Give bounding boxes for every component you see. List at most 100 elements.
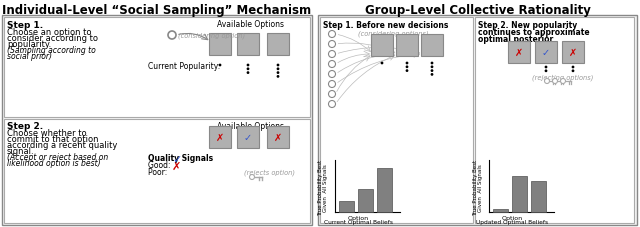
Circle shape [246,72,250,75]
Bar [508,42,530,64]
Bar [320,18,473,223]
Circle shape [328,71,335,78]
Text: ✓: ✓ [172,154,181,164]
Circle shape [250,175,255,180]
Circle shape [381,62,383,65]
Text: ✗: ✗ [172,161,181,171]
Text: continues to approximate: continues to approximate [478,28,589,37]
Text: commit to that option: commit to that option [7,134,99,143]
Text: True Probability Best
Given  All Signals: True Probability Best Given All Signals [472,159,483,215]
Text: signal.: signal. [7,146,35,155]
Text: Available Options: Available Options [217,20,284,29]
Bar [237,126,259,148]
Text: Choose whether to: Choose whether to [7,128,86,137]
Text: ✗: ✗ [274,132,282,142]
Text: Current Popularity:: Current Popularity: [148,62,220,71]
Bar [209,126,231,148]
Bar [535,42,557,64]
Bar [512,176,527,212]
Bar [2,16,312,225]
Circle shape [246,64,250,67]
Text: Step 1. Before new decisions: Step 1. Before new decisions [323,21,449,30]
Circle shape [406,66,408,69]
Circle shape [328,81,335,88]
Circle shape [276,76,280,79]
Text: optimal posterior: optimal posterior [478,35,553,44]
Bar [493,209,508,212]
Circle shape [431,62,433,65]
Circle shape [431,66,433,69]
Circle shape [406,70,408,73]
Text: ✗: ✗ [216,132,224,142]
Circle shape [328,101,335,108]
Text: (Sampling according to: (Sampling according to [7,46,96,55]
Bar [421,35,443,57]
Text: Current Optimal Beliefs: Current Optimal Beliefs [323,219,392,224]
Bar [531,181,546,212]
Circle shape [545,79,550,84]
Bar [267,34,289,56]
Bar [358,189,373,212]
Text: according a recent quality: according a recent quality [7,140,117,149]
Text: Good:: Good: [148,160,173,169]
Bar [4,18,310,118]
Circle shape [328,51,335,58]
Bar [209,34,231,56]
Text: ✗: ✗ [569,48,577,58]
Circle shape [276,68,280,71]
Text: social prior): social prior) [7,52,52,61]
Text: likelihood option is best): likelihood option is best) [7,158,100,167]
Text: Step 2. New popularity: Step 2. New popularity [478,21,577,30]
Circle shape [431,70,433,73]
Text: ✓: ✓ [244,132,252,142]
Text: Choose an option to: Choose an option to [7,28,92,37]
Text: Individual-Level “Social Sampling” Mechanism: Individual-Level “Social Sampling” Mecha… [3,4,312,17]
Text: Quality Signals: Quality Signals [148,153,213,162]
Text: (considering options): (considering options) [358,30,429,37]
Text: (rejects option): (rejects option) [244,168,295,175]
Circle shape [545,70,547,73]
Text: Updated Optimal Beliefs: Updated Optimal Beliefs [476,219,548,224]
Circle shape [328,41,335,48]
Circle shape [431,74,433,76]
Bar [371,35,393,57]
Text: True Probability Best
Given  All Signals: True Probability Best Given All Signals [317,159,328,215]
Text: (Accept or reject based on: (Accept or reject based on [7,152,108,161]
Bar [267,126,289,148]
Circle shape [328,91,335,98]
Circle shape [328,61,335,68]
Bar [237,34,259,56]
Bar [562,42,584,64]
Circle shape [276,64,280,67]
Text: Available Options: Available Options [217,121,284,131]
Circle shape [219,64,221,67]
Bar [339,201,354,212]
Circle shape [572,66,575,69]
Text: ✗: ✗ [515,48,523,58]
Circle shape [561,79,566,84]
Text: (considering option): (considering option) [178,32,245,38]
Circle shape [168,32,176,40]
Circle shape [552,79,557,84]
Circle shape [406,62,408,65]
Circle shape [572,70,575,73]
Bar [318,16,637,225]
Text: Step 2.: Step 2. [7,121,43,131]
Bar [475,18,634,223]
Text: Poor:: Poor: [148,167,170,176]
Text: (rejecting options): (rejecting options) [532,74,593,80]
Circle shape [276,72,280,75]
Circle shape [328,31,335,38]
Bar [4,119,310,223]
Text: ✓: ✓ [542,48,550,58]
Text: Group-Level Collective Rationality: Group-Level Collective Rationality [365,4,591,17]
Text: Option: Option [348,215,369,220]
Text: popularity.: popularity. [7,40,51,49]
Text: Option: Option [501,215,523,220]
Circle shape [246,68,250,71]
Bar [396,35,418,57]
Circle shape [545,66,547,69]
Text: Step 1.: Step 1. [7,21,43,30]
Text: consider according to: consider according to [7,34,98,43]
Bar [377,168,392,212]
